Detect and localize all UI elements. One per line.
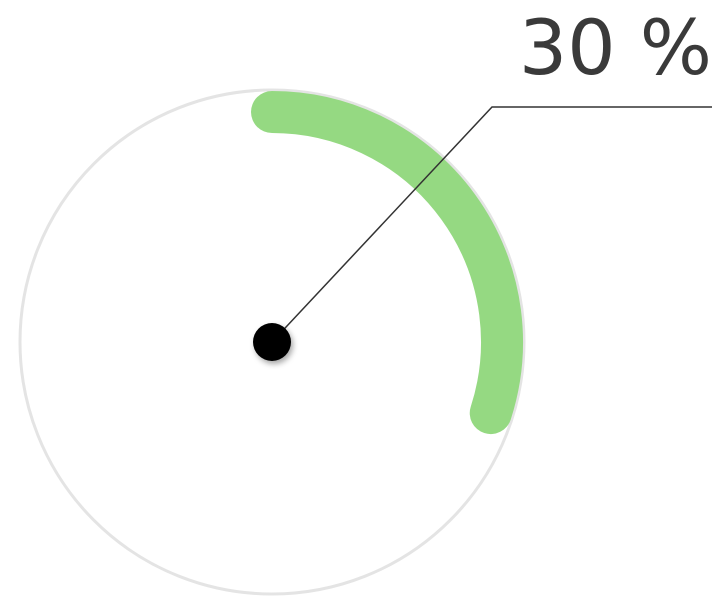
leader-line (271, 106, 712, 343)
gauge-track-circle (18, 88, 526, 596)
progress-arc (251, 91, 523, 435)
percentage-label: 30 % (519, 3, 712, 92)
center-dot (253, 323, 291, 361)
